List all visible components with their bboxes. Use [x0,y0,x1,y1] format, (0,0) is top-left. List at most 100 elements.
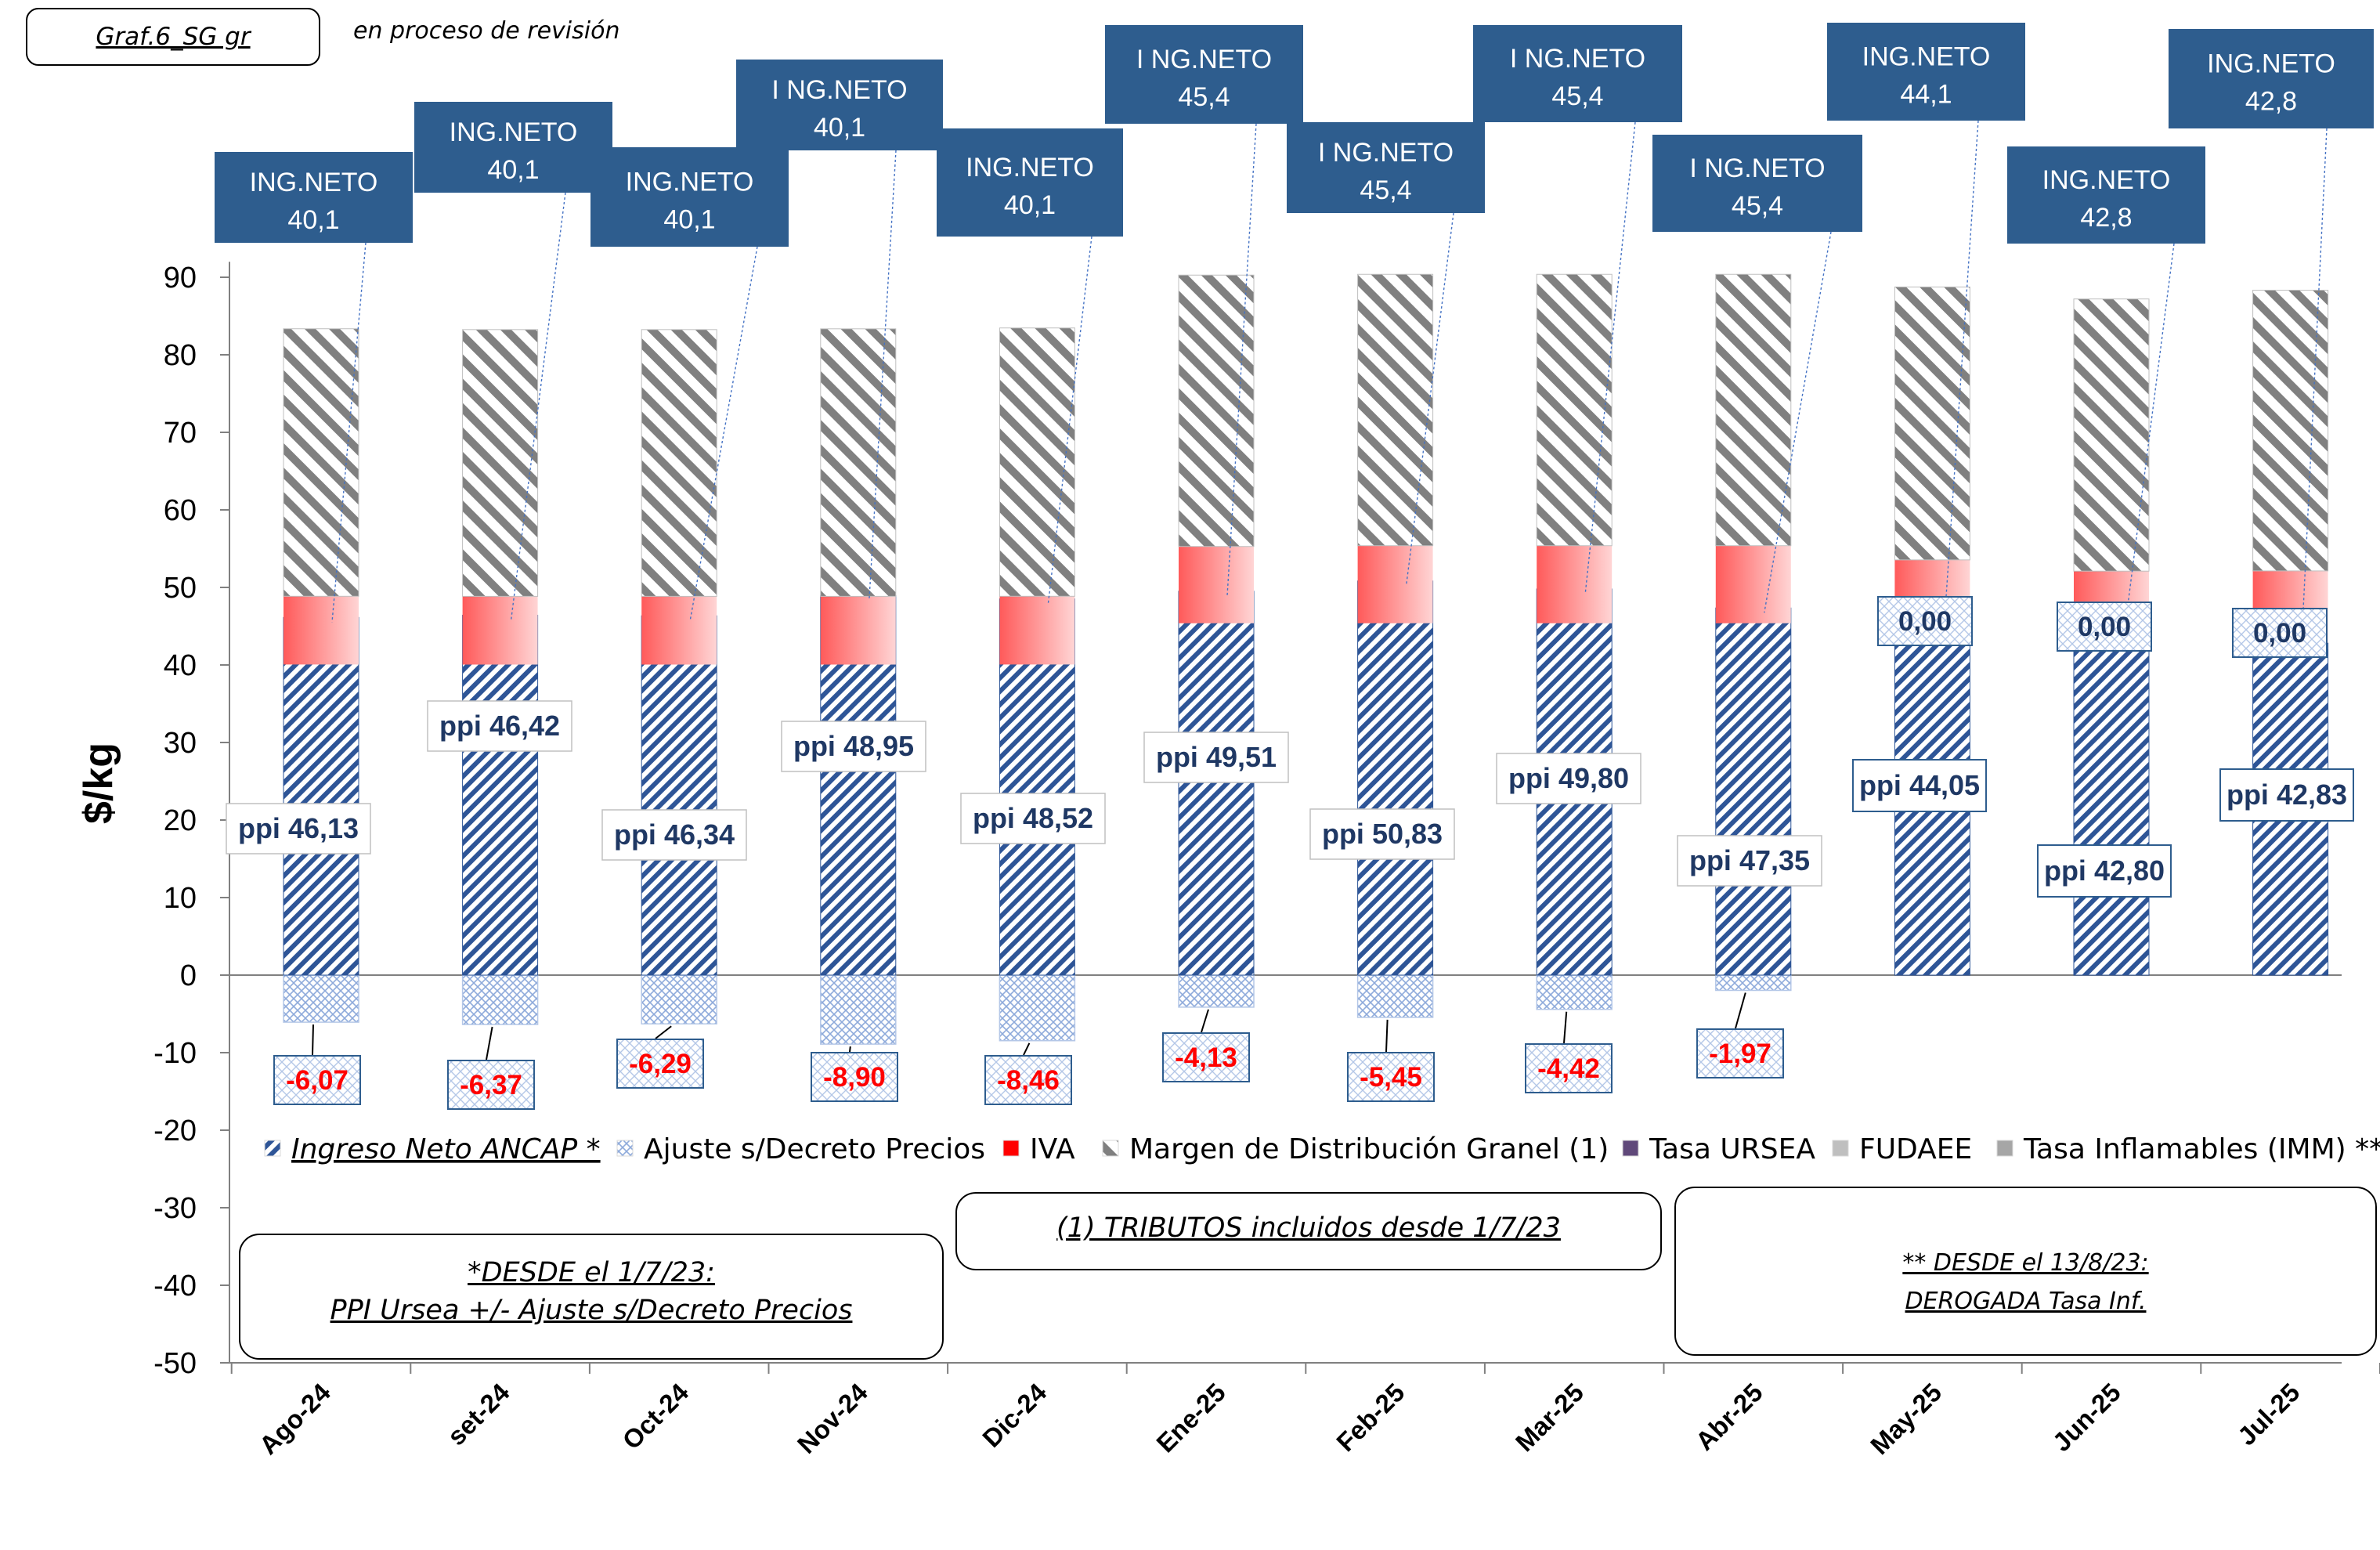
bar-margen [1894,286,1970,561]
x-tick-label: Jun-25 [2047,1378,2126,1457]
y-tick-label: -50 [153,1347,197,1380]
legend-label: IVA [1030,1133,1075,1165]
ingneto-label-line2: 44,1 [1900,80,1952,110]
legend-swatch [264,1140,281,1157]
bar-margen [2073,298,2150,572]
ingneto-leader-line [510,192,566,620]
ppi-value-label: ppi 46,42 [439,710,560,742]
bar-iva [999,596,1075,665]
y-tick-label: 40 [164,649,197,682]
adjust-label-box [1877,596,1973,646]
adjust-leader-line [486,1026,493,1060]
legend-label: Margen de Distribución Granel (1) [1129,1133,1609,1165]
ingneto-label-line1: ING.NETO [966,153,1094,182]
adjust-label-box [811,1052,898,1102]
legend-label: Ajuste s/Decreto Precios [644,1133,985,1165]
bar-iva [462,596,538,665]
ingneto-label-box [1473,25,1682,122]
ingneto-label-box [414,102,612,193]
ppi-value-label: ppi 49,51 [1156,741,1277,773]
adjust-value-label: -6,07 [286,1065,349,1096]
ppi-label-box [1496,753,1641,804]
y-tick-label: 60 [164,494,197,527]
ppi-label-box [1852,759,1987,812]
bar-ajuste [1536,974,1613,1010]
bar-iva [820,596,896,665]
ppi-value-label: ppi 49,80 [1508,762,1629,794]
ingneto-label-line1: ING.NETO [2207,49,2335,79]
bar-ingreso [1357,580,1434,976]
adjust-label-box [273,1055,361,1105]
x-tick-label: Jul-25 [2232,1378,2306,1451]
legend-swatch [1622,1140,1639,1157]
x-tick-label: Ene-25 [1150,1378,1231,1458]
ingneto-label-line2: 42,8 [2080,203,2132,233]
bar-margen [999,327,1075,597]
ingneto-label-line2: 45,4 [1551,81,1603,111]
adjust-value-label: 0,00 [2253,618,2306,649]
bar-ajuste [1356,974,1434,1018]
adjust-value-label: 0,00 [1898,606,1952,637]
adjust-label-box [1162,1032,1250,1082]
ppi-value-label: ppi 44,05 [1859,769,1980,801]
adjust-label-box [1696,1028,1784,1078]
y-tick-label: 0 [180,959,197,992]
ppi-label-box [960,793,1106,844]
adjust-label-box [1525,1043,1613,1093]
y-tick-label: 80 [164,339,197,372]
note-tributos-text: (1) TRIBUTOS incluidos desde 1/7/23 [1056,1212,1561,1244]
adjust-value-label: -6,37 [460,1070,522,1100]
ppi-label-box [1143,732,1289,783]
ppi-value-label: ppi 46,13 [238,812,359,844]
note-tasa-line1: ** DESDE el 13/8/23: [1902,1249,2149,1277]
y-tick-label: -10 [153,1037,197,1070]
ingneto-label-box [1105,25,1303,124]
ppi-label-box [1677,835,1822,887]
legend-label: Tasa Inflamables (IMM) ** [2023,1133,2380,1165]
ingneto-label-box [736,60,943,150]
x-tick-label: Dic-24 [977,1377,1053,1453]
ingneto-label-box [1827,23,2025,121]
note-ppi-line2: PPI Ursea +/- Ajuste s/Decreto Precios [330,1295,853,1326]
ingneto-label-line1: ING.NETO [250,168,378,197]
x-tick-label: Mar-25 [1510,1378,1589,1457]
adjust-leader-line [655,1025,672,1039]
adjust-label-box [447,1060,535,1110]
ingneto-leader-line [1584,121,1636,594]
ingneto-label-line2: 40,1 [663,205,715,235]
bar-ajuste [999,974,1076,1042]
adjust-leader-line [1385,1019,1389,1053]
bar-ajuste [461,974,539,1025]
ppi-label-box [601,809,747,861]
ingneto-leader-line [1405,212,1454,586]
bar-ingreso [2073,642,2150,976]
bar-ingreso [283,616,359,976]
ppi-value-label: ppi 42,80 [2044,854,2165,887]
bar-margen [2252,290,2329,572]
adjust-label-box [984,1055,1072,1105]
ingneto-leader-line [689,246,758,621]
ingneto-label-line2: 45,4 [1178,82,1230,112]
ppi-value-label: ppi 50,83 [1322,818,1443,850]
ppi-label-box [2219,768,2354,822]
adjust-leader-line [1201,1009,1209,1033]
x-tick-label: Abr-25 [1690,1378,1768,1456]
y-tick-label: 50 [164,572,197,605]
ingneto-label-line2: 40,1 [287,205,339,235]
y-tick-label: 20 [164,804,197,837]
adjust-label-box [616,1039,704,1089]
x-tick-label: Ago-24 [254,1377,337,1460]
bar-iva [1357,545,1433,623]
adjust-value-label: -1,97 [1709,1039,1771,1069]
x-tick-label: set-24 [442,1377,515,1451]
ingneto-label-line1: I NG.NETO [1510,44,1645,74]
bar-ajuste [820,974,897,1045]
legend-label: FUDAEE [1859,1133,1972,1165]
ppi-label-box [2037,844,2172,898]
bar-iva [284,596,359,665]
legend-swatch [616,1140,634,1157]
note-tasa-box: ** DESDE el 13/8/23: DEROGADA Tasa Inf. [1674,1187,2377,1356]
legend-label: Ingreso Neto ANCAP * [291,1133,601,1165]
ingneto-leader-line [1764,231,1832,613]
